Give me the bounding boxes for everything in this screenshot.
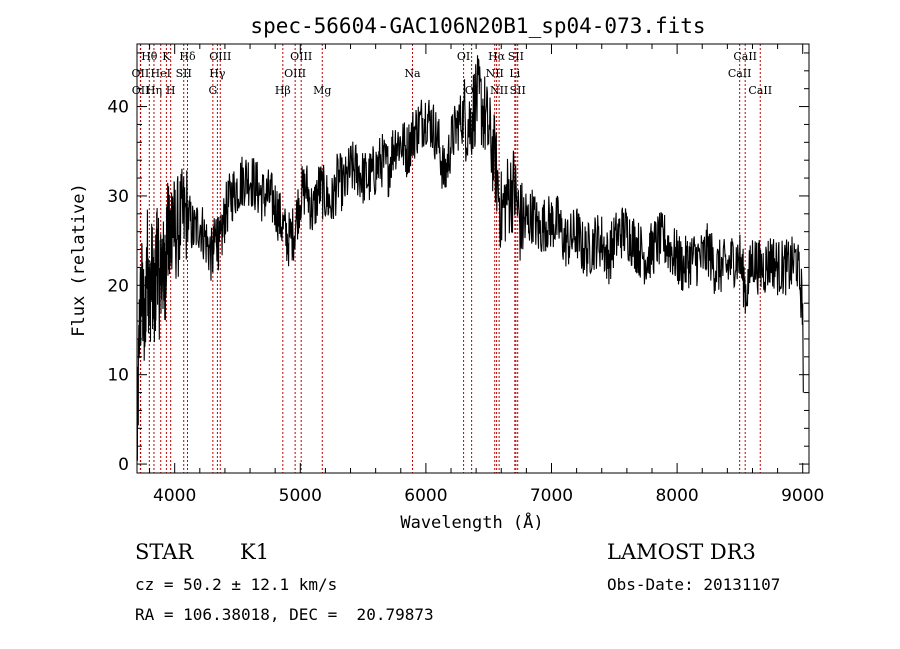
y-tick-label: 10 [107, 366, 129, 386]
spectral-line-label: H [166, 84, 176, 97]
spectral-line-label: SII [176, 67, 192, 80]
spectral-line-label: Mg [313, 84, 331, 97]
spectral-line-label: Hβ [275, 84, 291, 97]
spectral-line-label: Hθ [141, 50, 158, 63]
survey-label: LAMOST DR3 [607, 540, 756, 564]
x-tick-label: 5000 [279, 486, 322, 506]
y-tick-label: 30 [107, 187, 129, 207]
spectral-line-label: SII [508, 50, 524, 63]
x-tick-label: 9000 [781, 486, 824, 506]
x-tick-label: 4000 [153, 486, 196, 506]
spectral-line-label: OII [132, 67, 150, 80]
y-axis-ticks: 0 10 20 30 40 [107, 52, 809, 475]
spectral-line-label: OII [132, 84, 150, 97]
spectral-line-label: OI [457, 50, 470, 63]
cz-value: cz = 50.2 ± 12.1 km/s [135, 575, 338, 594]
spectral-line-label: K [162, 50, 171, 63]
x-axis-ticks: 4000 5000 6000 7000 8000 9000 [149, 44, 824, 506]
obs-date: Obs-Date: 20131107 [607, 575, 781, 594]
x-tick-label: 8000 [655, 486, 698, 506]
y-axis-label: Flux (relative) [69, 183, 89, 337]
spectral-line-label: Li [509, 67, 520, 80]
y-tick-label: 40 [107, 98, 129, 118]
spectral-line-label: Hα [488, 50, 506, 63]
x-axis-label: Wavelength (Å) [400, 511, 543, 533]
y-tick-label: 20 [107, 276, 129, 296]
spectral-line-label: Na [404, 67, 421, 80]
x-tick-label: 7000 [530, 486, 573, 506]
spectral-line-label: NII [490, 84, 508, 97]
spectrum-series-line [136, 55, 804, 461]
spectral-line-label: CaII [728, 67, 752, 80]
chart-title: spec-56604-GAC106N20B1_sp04-073.fits [250, 14, 705, 38]
spectral-line-markers [139, 44, 761, 473]
spectral-line-label: OIII [284, 67, 306, 80]
x-tick-label: 6000 [404, 486, 447, 506]
spectral-line-label: G [208, 84, 217, 97]
spectral-line-label: Hδ [179, 50, 196, 63]
spectral-line-label: OIII [290, 50, 312, 63]
subclass-label: K1 [240, 540, 270, 564]
spectral-line-label: Hη [146, 84, 162, 97]
ra-dec: RA = 106.38018, DEC = 20.79873 [135, 605, 434, 624]
plot-frame [136, 43, 810, 474]
spectral-line-label: SII [510, 84, 526, 97]
spectral-line-label: Hγ [209, 67, 226, 80]
spectral-line-label: CaII [733, 50, 757, 63]
y-tick-label: 0 [118, 455, 129, 475]
spectral-line-label: OIII [209, 50, 231, 63]
spectral-line-label: NII [486, 67, 504, 80]
spectral-line-label: HeI [151, 67, 171, 80]
class-label: STAR [135, 540, 194, 564]
spectral-line-label: CaII [748, 84, 772, 97]
